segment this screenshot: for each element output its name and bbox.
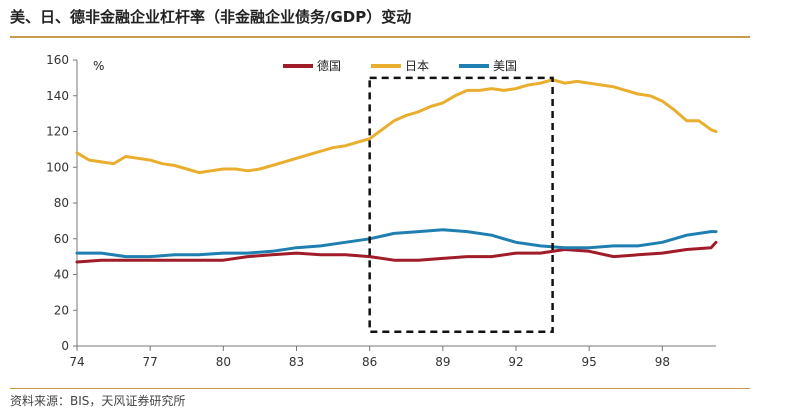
- x-tick-label: 86: [362, 355, 377, 369]
- y-tick-label: 20: [54, 303, 69, 317]
- y-tick-label: 40: [54, 268, 69, 282]
- y-tick-label: 0: [61, 339, 69, 353]
- x-tick-label: 83: [289, 355, 304, 369]
- y-tick-label: 80: [54, 196, 69, 210]
- chart-series: [75, 78, 718, 264]
- chart-title: 美、日、德非金融企业杠杆率（非金融企业债务/GDP）变动: [10, 8, 412, 26]
- y-tick-label: 140: [46, 89, 69, 103]
- x-tick-label: 98: [655, 355, 670, 369]
- x-tick-label: 77: [143, 355, 158, 369]
- x-tick-label: 92: [508, 355, 523, 369]
- series-line-3: [75, 228, 718, 259]
- y-tick-label: 100: [46, 160, 69, 174]
- x-tick-label: 95: [582, 355, 597, 369]
- y-tick-label: 160: [46, 53, 69, 67]
- source-note: 资料来源：BIS，天风证券研究所: [10, 394, 186, 408]
- legend-label-2: 日本: [405, 59, 429, 73]
- chart-legend: 德国 日本 美国: [283, 58, 517, 73]
- x-tick-label: 89: [435, 355, 450, 369]
- y-tick-label: 60: [54, 232, 69, 246]
- footer-divider: [10, 388, 750, 389]
- legend-label-3: 美国: [493, 59, 517, 73]
- highlight-dashed-box: [368, 76, 554, 333]
- title-divider: [10, 36, 750, 38]
- legend-label-1: 德国: [317, 58, 341, 73]
- x-tick-label: 80: [216, 355, 231, 369]
- series-line-2: [75, 78, 718, 175]
- y-tick-label: 120: [46, 125, 69, 139]
- y-axis-unit-label: %: [93, 59, 104, 73]
- highlight-box-group: [368, 76, 554, 333]
- x-tick-label: 74: [69, 355, 84, 369]
- series-line-1: [75, 240, 718, 264]
- chart-axes: 0 20 40 60 80 100 120 140 160 74 77 80 83 86 89 92 95 98: [46, 53, 716, 369]
